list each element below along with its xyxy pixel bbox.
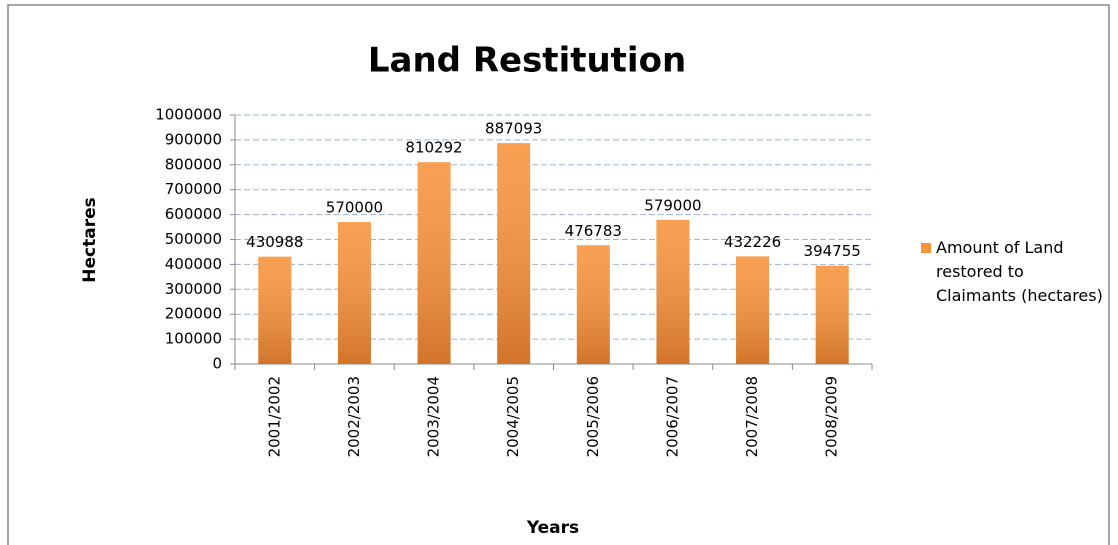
x-tick-label: 2006/2007 [663,376,681,457]
y-tick-label: 900000 [165,130,222,148]
data-label: 887093 [485,120,542,138]
chart-title: Land Restitution [368,41,686,81]
bar-shade [497,143,531,364]
y-tick-label: 400000 [165,255,222,273]
x-tick-label: 2004/2005 [504,376,522,457]
bar-shade [337,222,371,364]
bar-shade [736,256,770,364]
y-tick-label: 700000 [165,180,222,198]
x-axis-label: Years [526,518,579,538]
x-tick-label: 2007/2008 [743,376,761,457]
data-label: 476783 [565,222,622,240]
y-tick-label: 200000 [165,305,222,323]
data-label: 810292 [405,139,462,157]
x-tick-label: 2001/2002 [265,376,283,457]
y-tick-label: 600000 [165,205,222,223]
bar-shade [815,265,849,364]
y-tick-label: 300000 [165,280,222,298]
y-tick-label: 0 [212,355,222,373]
x-tick-label: 2003/2004 [425,376,443,457]
bar-shade [417,162,451,364]
y-axis-label: Hectares [80,197,100,282]
bar-shade [656,219,690,364]
y-tick-label: 500000 [165,230,222,248]
chart-border [7,4,1110,545]
y-tick-label: 100000 [165,330,222,348]
y-tick-label: 1000000 [155,106,222,124]
x-tick-label: 2008/2009 [823,376,841,457]
data-label: 430988 [246,233,303,251]
data-label: 394755 [804,242,861,260]
legend-swatch [921,243,931,253]
data-label: 579000 [644,196,701,214]
data-label: 432226 [724,233,781,251]
bar-shade [258,256,292,364]
data-label: 570000 [326,199,383,217]
x-tick-label: 2005/2006 [584,376,602,457]
x-tick-label: 2002/2003 [345,376,363,457]
legend-label: Amount of Land restored to Claimants (he… [936,238,1103,305]
y-tick-label: 800000 [165,155,222,173]
bar-shade [576,245,610,364]
